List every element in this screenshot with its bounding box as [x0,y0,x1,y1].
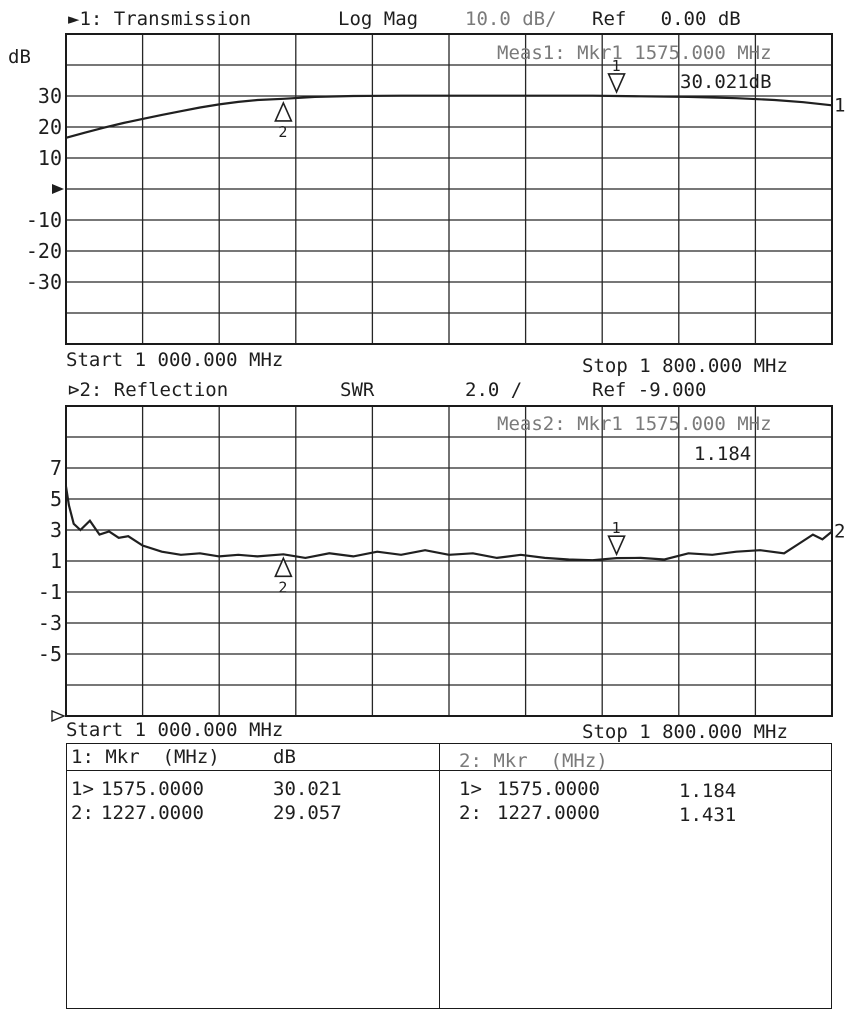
ch2-channel-title: ⊳2: Reflection [68,379,229,401]
ch2-frame [65,405,833,717]
ch2-ytick-label: 7 [50,456,62,480]
left-table-header-mkr: 1: Mkr (MHz) [71,746,220,768]
ch1-frame [65,33,833,345]
right-row-2-label: 2: [459,802,482,824]
left-row-2-frequency: 1227.0000 [101,802,204,824]
ch1-reference: Ref 0.00 dB [592,8,741,30]
right-row-1-label: 1> [459,778,482,800]
ch1-ytick-label: -30 [26,270,62,294]
ch2-trace [64,486,833,562]
ch2-format: SWR [340,379,375,401]
ch1-grid [66,34,832,344]
ch2-ytick-label: -1 [38,580,62,604]
ch2-start-frequency: Start 1 000.000 MHz [66,719,284,741]
ch2-marker-2-label: 2 [278,578,287,596]
right-row-1-value: 1.184 [679,780,737,802]
ch1-reference-pointer [52,184,64,194]
ch2-marker-1-triangle [607,535,626,557]
ch2-marker-readout-line2: 1.184 [694,443,752,465]
ch1-unit-label: dB [8,46,31,68]
ch1-ytick-label: 10 [38,146,62,170]
ch2-grid [66,406,832,716]
left-row-1-label: 1> [71,778,94,800]
ch1-marker-1-label: 1 [612,57,621,75]
ch2-scale: 2.0 / [465,379,523,401]
ch1-ytick-label: -20 [26,239,62,263]
ch2-marker-1-label: 1 [612,519,621,537]
ch1-channel-title: ►1: Transmission [68,8,252,30]
right-row-1-frequency: 1575.0000 [497,778,600,800]
ch1-format: Log Mag [338,8,419,30]
right-table-header-mkr: 2: Mkr (MHz) [459,750,608,772]
transmission-chart: 30 20 10 -10 -20 -30 1 1 2 [26,33,845,345]
ch2-marker-2-triangle [274,556,293,578]
marker-table-divider [439,744,440,1008]
ch2-ytick-label: 5 [50,487,62,511]
reflection-chart: 7 5 3 1 -1 -3 -5 2 1 2 [38,405,845,723]
ch2-ytick-label: 1 [50,549,62,573]
ch1-marker-readout-line1: Meas1: Mkr1 1575.000 MHz [497,42,772,64]
right-row-2-value: 1.431 [679,804,737,826]
ch1-marker-2-triangle [274,100,293,122]
ch2-reference: Ref -9.000 [592,379,707,401]
left-row-2-value: 29.057 [273,802,342,824]
ch2-ytick-label: -5 [38,642,62,666]
ch1-trace [65,94,833,139]
left-row-2-label: 2: [71,802,94,824]
ch2-ytick-label: -3 [38,611,62,635]
ch1-marker-1-triangle [607,73,626,94]
ch2-trace-end-label: 2 [834,521,845,543]
right-row-2-frequency: 1227.0000 [497,802,600,824]
marker-table-header-rule [67,770,831,771]
left-row-1-value: 30.021 [273,778,342,800]
ch1-ytick-label: -10 [26,208,62,232]
ch1-ytick-label: 30 [38,84,62,108]
ch1-start-frequency: Start 1 000.000 MHz [66,349,284,371]
ch2-reference-pointer [51,709,66,723]
ch1-stop-frequency: Stop 1 800.000 MHz [582,355,788,377]
ch2-ytick-label: 3 [50,518,62,542]
marker-table: 1: Mkr (MHz) dB 1> 1575.0000 30.021 2: 1… [66,743,832,1009]
ch1-marker-2-label: 2 [278,123,287,141]
ch2-marker-readout-line1: Meas2: Mkr1 1575.000 MHz [497,413,772,435]
ch1-ytick-label: 20 [38,115,62,139]
left-table-header-unit: dB [273,746,296,768]
left-row-1-frequency: 1575.0000 [101,778,204,800]
ch1-marker-readout-line2: 30.021dB [680,71,772,93]
ch2-stop-frequency: Stop 1 800.000 MHz [582,721,788,743]
ch1-trace-end-label: 1 [834,94,845,116]
ch1-scale: 10.0 dB/ [465,8,557,30]
